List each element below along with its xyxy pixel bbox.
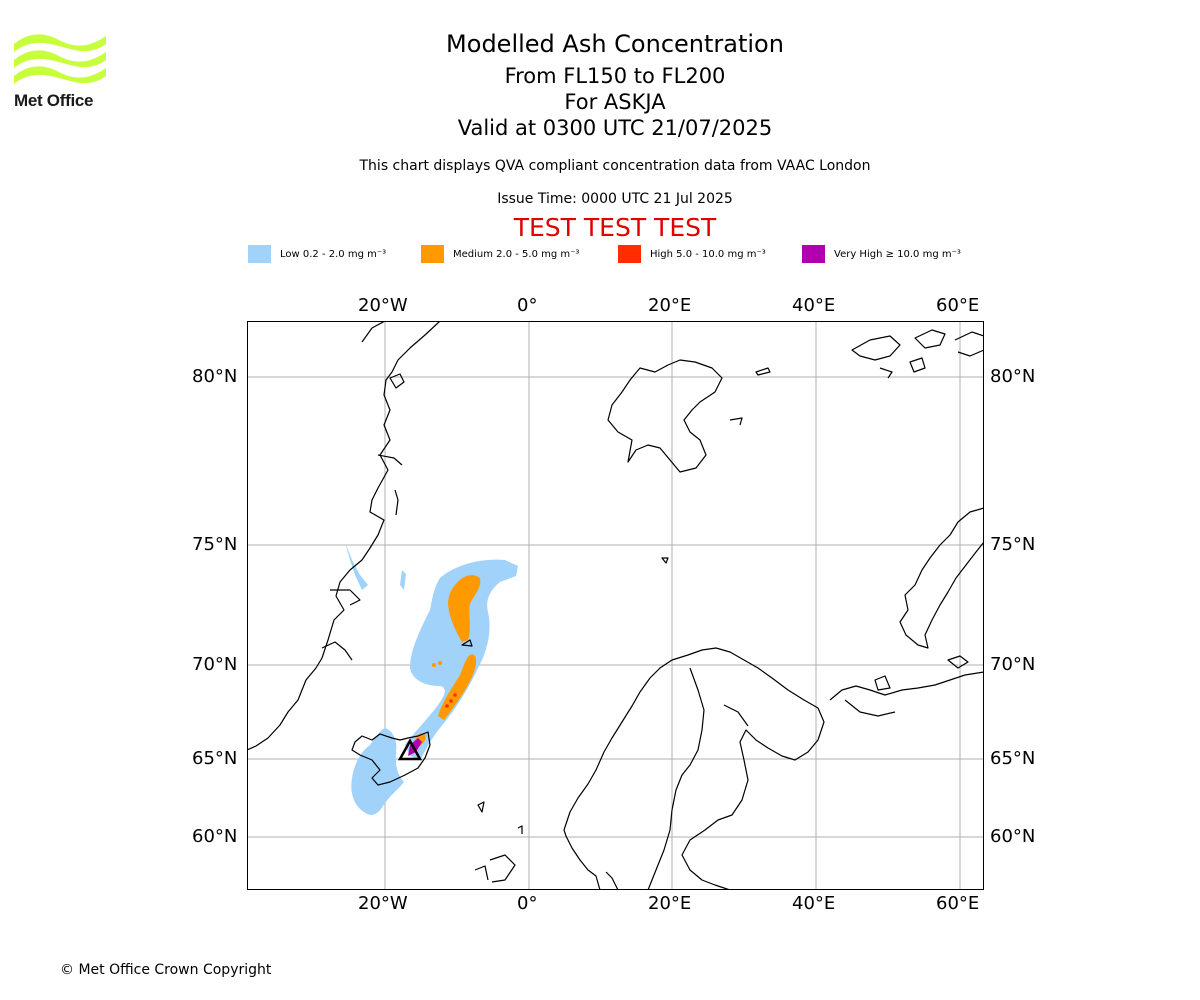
ash-low-region — [345, 542, 518, 815]
lat-tick-left-60n: 60°N — [192, 826, 238, 847]
issue-time: Issue Time: 0000 UTC 21 Jul 2025 — [497, 191, 733, 207]
lat-tick-right-65n: 65°N — [990, 748, 1036, 769]
met-office-logo-icon — [14, 34, 106, 84]
map-canvas[interactable] — [247, 321, 984, 890]
legend-swatch-medium — [421, 245, 444, 263]
lat-tick-right-60n: 60°N — [990, 826, 1036, 847]
lon-tick-bottom-20w: 20°W — [358, 893, 408, 914]
lon-tick-top-20w: 20°W — [358, 295, 408, 316]
chart-title: Modelled Ash Concentration — [446, 30, 784, 58]
chart-description: This chart displays QVA compliant concen… — [359, 158, 871, 174]
lon-tick-top-40e: 40°E — [792, 295, 836, 316]
volcano-name: For ASKJA — [564, 90, 666, 114]
lat-tick-right-75n: 75°N — [990, 534, 1036, 555]
lon-tick-bottom-0: 0° — [517, 893, 538, 914]
legend-swatch-high — [618, 245, 641, 263]
lat-tick-left-75n: 75°N — [192, 534, 238, 555]
lon-tick-top-0: 0° — [517, 295, 538, 316]
test-banner: TEST TEST TEST — [513, 213, 717, 242]
lat-tick-left-80n: 80°N — [192, 366, 238, 387]
lon-tick-top-20e: 20°E — [648, 295, 692, 316]
lon-tick-bottom-60e: 60°E — [936, 893, 980, 914]
legend-label-very-high: Very High ≥ 10.0 mg m⁻³ — [834, 248, 961, 260]
lon-tick-bottom-20e: 20°E — [648, 893, 692, 914]
legend-swatch-low — [248, 245, 271, 263]
lat-tick-left-65n: 65°N — [192, 748, 238, 769]
lat-tick-right-70n: 70°N — [990, 654, 1036, 675]
ash-high-region — [445, 693, 457, 708]
volcano-triangle-icon — [397, 738, 423, 761]
legend-item-high: High 5.0 - 10.0 mg m⁻³ — [618, 244, 766, 264]
legend-label-high: High 5.0 - 10.0 mg m⁻³ — [650, 248, 766, 260]
legend-label-low: Low 0.2 - 2.0 mg m⁻³ — [280, 248, 387, 260]
ash-very-high-region — [408, 738, 422, 756]
legend-swatch-very-high — [802, 245, 825, 263]
copyright-notice: © Met Office Crown Copyright — [60, 962, 272, 978]
logo-text: Met Office — [14, 91, 94, 110]
legend-item-low: Low 0.2 - 2.0 mg m⁻³ — [248, 244, 386, 264]
legend-item-very-high: Very High ≥ 10.0 mg m⁻³ — [802, 244, 961, 264]
lon-tick-bottom-40e: 40°E — [792, 893, 836, 914]
gridlines — [247, 321, 984, 890]
valid-time: Valid at 0300 UTC 21/07/2025 — [457, 116, 773, 140]
legend: Low 0.2 - 2.0 mg m⁻³ Medium 2.0 - 5.0 mg… — [248, 244, 988, 264]
lat-tick-right-80n: 80°N — [990, 366, 1036, 387]
legend-item-medium: Medium 2.0 - 5.0 mg m⁻³ — [421, 244, 579, 264]
map-panel[interactable] — [247, 321, 984, 890]
lon-tick-top-60e: 60°E — [936, 295, 980, 316]
lat-tick-left-70n: 70°N — [192, 654, 238, 675]
flight-level-range: From FL150 to FL200 — [504, 64, 726, 88]
legend-label-medium: Medium 2.0 - 5.0 mg m⁻³ — [453, 248, 580, 260]
coastlines — [247, 321, 984, 890]
